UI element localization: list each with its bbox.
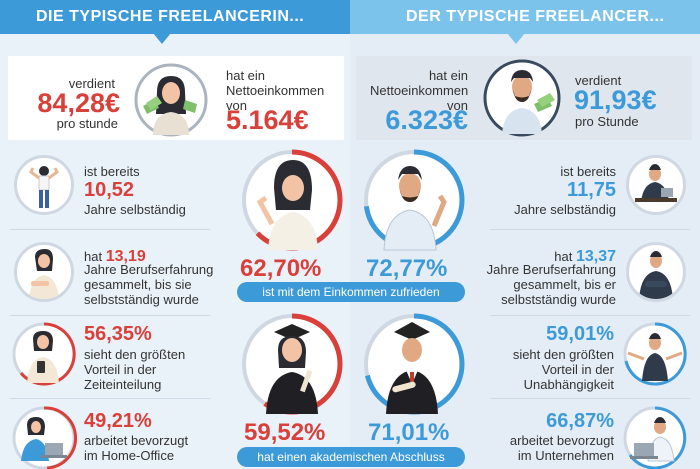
female-income-avatar bbox=[133, 62, 209, 138]
male-company-value: 66,87% bbox=[546, 410, 614, 432]
female-divider-1 bbox=[10, 229, 210, 230]
female-header-title: DIE TYPISCHE FREELANCERIN... bbox=[36, 8, 305, 25]
male-self-employed-pre: ist bereits bbox=[560, 164, 616, 179]
male-independence-line3: Unabhängigkeit bbox=[523, 377, 614, 392]
female-home-office-avatar bbox=[11, 405, 78, 469]
male-independence-avatar bbox=[622, 321, 688, 387]
graduate-male-icon bbox=[386, 322, 438, 414]
male-independence-line2: Vorteil in der bbox=[541, 362, 614, 377]
male-net-label-2: Nettoeinkommen bbox=[370, 83, 469, 98]
female-home-office-line2: im Home-Office bbox=[84, 448, 175, 463]
woman-avatar-icon bbox=[134, 63, 208, 137]
female-self-employed-avatar bbox=[14, 155, 74, 215]
male-experience-line4: selbstständig wurde bbox=[501, 292, 616, 307]
male-earns-label: verdient bbox=[575, 73, 622, 88]
male-independence-value: 59,01% bbox=[546, 323, 614, 345]
male-header: DER TYPISCHE FREELANCER... bbox=[350, 0, 700, 34]
male-company-line1: arbeitet bevorzugt bbox=[509, 433, 614, 448]
female-academic-ring bbox=[238, 310, 346, 418]
male-academic-ring bbox=[360, 310, 468, 418]
female-divider-3 bbox=[10, 398, 210, 399]
female-experience-line3: gesammelt, bis sie bbox=[84, 277, 192, 292]
male-experience-avatar bbox=[626, 242, 686, 302]
female-time-line1: sieht den größten bbox=[84, 347, 186, 362]
male-net-label-3: von bbox=[447, 98, 468, 113]
male-divider-2 bbox=[490, 315, 690, 316]
female-home-office-line1: arbeitet bevorzugt bbox=[84, 433, 189, 448]
man-desk-phone-icon bbox=[635, 164, 677, 202]
female-time-value: 56,35% bbox=[84, 323, 152, 345]
male-header-title: DER TYPISCHE FREELANCER... bbox=[406, 8, 665, 25]
female-self-employed-pre: ist bereits bbox=[84, 164, 140, 179]
female-header-notch bbox=[153, 33, 171, 44]
female-net-income: 5.164€ bbox=[226, 105, 309, 135]
male-hourly-rate: 91,93€ bbox=[574, 85, 657, 115]
man-laptop-icon bbox=[623, 406, 687, 469]
male-self-employed-value: 11,75 bbox=[567, 179, 616, 201]
male-experience-line2: Jahre Berufserfahrung bbox=[486, 262, 616, 277]
male-net-income: 6.323€ bbox=[385, 105, 468, 135]
male-satisfaction-ring bbox=[360, 146, 468, 254]
female-net-label-3: von bbox=[226, 98, 247, 113]
woman-happy-icon bbox=[256, 160, 318, 250]
female-self-employed-value: 10,52 bbox=[84, 179, 135, 201]
male-divider-1 bbox=[490, 229, 690, 230]
male-academic-pct: 71,01% bbox=[368, 419, 450, 446]
man-avatar-icon bbox=[483, 59, 561, 137]
male-company-avatar bbox=[622, 405, 688, 469]
man-ok-gesture-icon bbox=[383, 166, 447, 251]
male-experience-pre: hat bbox=[554, 249, 573, 264]
female-experience-avatar bbox=[14, 242, 74, 302]
male-company-line2: im Unternehmen bbox=[517, 448, 614, 463]
female-time-line2: Vorteil in der bbox=[84, 362, 157, 377]
female-earns-label: verdient bbox=[68, 76, 115, 91]
male-divider-3 bbox=[490, 398, 690, 399]
female-academic-pct: 59,52% bbox=[244, 419, 326, 446]
satisfaction-caption: ist mit dem Einkommen zufrieden bbox=[237, 282, 465, 302]
female-per-hour-label: pro stunde bbox=[56, 116, 118, 131]
female-net-label-1: hat ein bbox=[226, 68, 266, 83]
female-header: DIE TYPISCHE FREELANCERIN... bbox=[0, 0, 350, 34]
male-experience-value: 13,37 bbox=[575, 248, 616, 265]
male-net-label-1: hat ein bbox=[428, 68, 468, 83]
female-satisfaction-pct: 62,70% bbox=[240, 255, 322, 282]
academic-caption: hat einen akademischen Abschluss bbox=[237, 447, 465, 467]
female-home-office-value: 49,21% bbox=[84, 410, 152, 432]
female-divider-2 bbox=[10, 315, 210, 316]
female-experience-line4: selbstständig wurde bbox=[84, 292, 199, 307]
female-experience-line1: hat 13,19 bbox=[84, 246, 146, 268]
female-hourly-rate: 84,28€ bbox=[37, 88, 120, 118]
male-self-employed-post: Jahre selbständig bbox=[514, 202, 616, 217]
male-income-avatar bbox=[482, 58, 562, 138]
male-per-hour-label: pro Stunde bbox=[575, 114, 639, 129]
woman-flexing-icon bbox=[29, 166, 59, 208]
male-satisfaction-pct: 72,77% bbox=[366, 255, 448, 282]
female-experience-pre: hat bbox=[84, 249, 103, 264]
male-header-notch bbox=[507, 33, 525, 44]
female-satisfaction-ring bbox=[238, 146, 346, 254]
woman-laptop-icon bbox=[12, 406, 78, 469]
female-net-label-2: Nettoeinkommen bbox=[226, 83, 325, 98]
male-experience-line3: gesammelt, bis er bbox=[513, 277, 616, 292]
woman-thinking-icon bbox=[29, 249, 59, 299]
female-experience-value: 13,19 bbox=[105, 248, 146, 265]
man-shrugging-icon bbox=[623, 322, 687, 386]
male-experience-line1: hat 13,37 bbox=[472, 246, 616, 268]
female-self-employed-post: Jahre selbständig bbox=[84, 202, 186, 217]
graduate-icon bbox=[266, 324, 318, 414]
woman-phone-icon bbox=[12, 322, 76, 386]
female-experience-line2: Jahre Berufserfahrung bbox=[84, 262, 214, 277]
female-time-line3: Zeiteinteilung bbox=[84, 377, 162, 392]
male-independence-line1: sieht den größten bbox=[512, 347, 614, 362]
man-arms-crossed-icon bbox=[639, 251, 673, 299]
female-time-avatar bbox=[11, 321, 77, 387]
male-self-employed-avatar bbox=[626, 155, 686, 215]
